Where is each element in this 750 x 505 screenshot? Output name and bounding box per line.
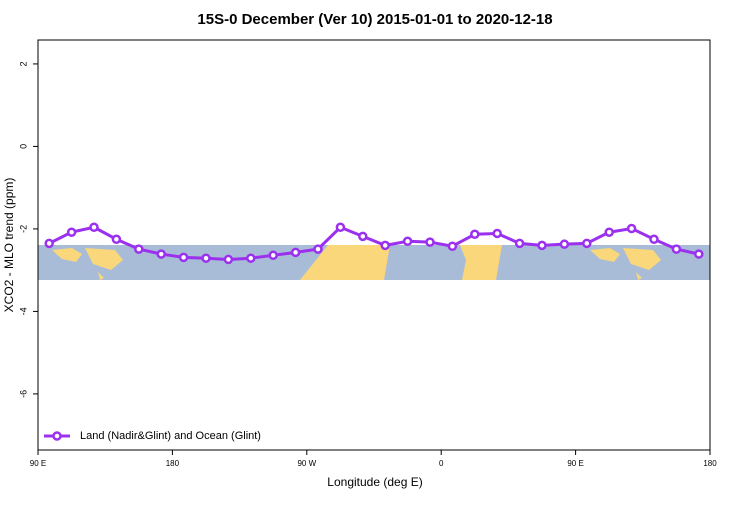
point (178, 252, 189, 263)
point (402, 236, 413, 247)
x-tick-label: 90 E (567, 459, 583, 468)
chart-title: 15S-0 December (Ver 10) 2015-01-01 to 20… (197, 11, 552, 28)
point (582, 238, 592, 249)
legend: Land (Nadir&Glint) and Ocean (Glint) (44, 430, 261, 442)
x-tick-label: 0 (439, 459, 444, 468)
point (223, 254, 234, 265)
y-tick-label: -6 (18, 390, 28, 398)
point (66, 227, 77, 237)
point (447, 241, 458, 251)
point (89, 222, 99, 233)
legend-label: Land (Nadir&Glint) and Ocean (Glint) (80, 430, 261, 442)
point (380, 240, 390, 251)
point (156, 249, 166, 259)
point (201, 253, 211, 263)
point (246, 253, 256, 263)
y-axis-label: XCO2 - MLO trend (ppm) (2, 178, 16, 313)
legend-marker (52, 431, 62, 441)
plot-frame (37, 39, 711, 451)
x-tick-label: 90 E (30, 459, 46, 468)
point (425, 237, 435, 247)
y-tick-label: 0 (18, 144, 28, 149)
point (44, 238, 54, 249)
x-tick-label: 90 W (297, 459, 316, 468)
y-tick-label: -4 (18, 307, 28, 315)
point (134, 244, 144, 254)
y-tick-label: 2 (18, 61, 28, 66)
point (559, 239, 570, 249)
point (671, 244, 682, 254)
x-tick-label: 180 (703, 459, 717, 468)
point (470, 229, 480, 240)
point (313, 244, 323, 254)
point (626, 223, 637, 234)
point (537, 240, 547, 251)
x-tick-label: 180 (166, 459, 180, 468)
point (290, 247, 301, 258)
point (694, 249, 704, 259)
point (514, 238, 525, 249)
point (649, 234, 659, 244)
point (111, 234, 122, 244)
point (358, 231, 368, 242)
point (492, 228, 502, 239)
point (335, 222, 346, 233)
x-axis-label: Longitude (deg E) (327, 475, 422, 489)
point (604, 227, 614, 237)
y-tick-label: -2 (18, 225, 28, 233)
point (268, 250, 278, 261)
